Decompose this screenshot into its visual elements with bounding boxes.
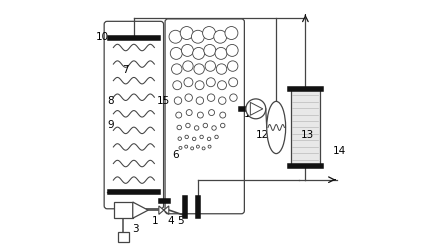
Text: 14: 14 bbox=[333, 146, 346, 156]
Text: 3: 3 bbox=[132, 224, 139, 234]
Circle shape bbox=[176, 112, 182, 118]
Circle shape bbox=[202, 26, 216, 40]
Text: 4: 4 bbox=[167, 216, 174, 226]
Circle shape bbox=[180, 26, 193, 40]
Circle shape bbox=[182, 44, 194, 56]
Text: 8: 8 bbox=[108, 96, 114, 106]
Circle shape bbox=[218, 97, 226, 104]
FancyBboxPatch shape bbox=[104, 21, 163, 209]
Circle shape bbox=[212, 126, 216, 130]
Circle shape bbox=[202, 147, 205, 150]
Circle shape bbox=[177, 125, 182, 130]
Ellipse shape bbox=[267, 102, 286, 154]
Circle shape bbox=[183, 61, 193, 71]
Text: 13: 13 bbox=[301, 130, 314, 140]
Circle shape bbox=[226, 44, 238, 56]
Circle shape bbox=[196, 97, 204, 104]
Circle shape bbox=[198, 112, 203, 118]
Circle shape bbox=[215, 135, 218, 139]
Text: 12: 12 bbox=[256, 130, 269, 140]
Circle shape bbox=[190, 147, 194, 150]
Text: 9: 9 bbox=[108, 120, 114, 130]
Circle shape bbox=[196, 145, 199, 148]
Circle shape bbox=[169, 30, 182, 43]
Circle shape bbox=[216, 64, 227, 74]
Circle shape bbox=[218, 81, 226, 90]
Circle shape bbox=[227, 61, 238, 71]
Circle shape bbox=[186, 123, 190, 128]
Circle shape bbox=[184, 78, 193, 87]
Circle shape bbox=[229, 78, 237, 87]
Circle shape bbox=[208, 145, 211, 148]
Polygon shape bbox=[159, 206, 169, 214]
Circle shape bbox=[246, 99, 266, 119]
Circle shape bbox=[200, 135, 203, 139]
Text: 2: 2 bbox=[119, 203, 125, 213]
Polygon shape bbox=[133, 202, 148, 218]
Circle shape bbox=[170, 48, 182, 59]
Circle shape bbox=[174, 97, 182, 104]
Circle shape bbox=[214, 30, 227, 43]
Circle shape bbox=[185, 135, 188, 139]
Circle shape bbox=[206, 78, 215, 87]
Bar bbox=[291, 89, 320, 166]
Circle shape bbox=[195, 81, 204, 90]
Circle shape bbox=[178, 137, 182, 140]
Circle shape bbox=[230, 94, 237, 102]
Circle shape bbox=[215, 48, 227, 59]
Circle shape bbox=[179, 146, 182, 149]
Text: 7: 7 bbox=[122, 65, 129, 75]
Bar bbox=[118, 232, 129, 242]
Bar bbox=[114, 202, 133, 218]
Circle shape bbox=[185, 94, 192, 102]
Text: 5: 5 bbox=[177, 216, 184, 226]
Circle shape bbox=[173, 81, 182, 90]
Circle shape bbox=[203, 123, 208, 128]
Circle shape bbox=[221, 123, 225, 128]
Circle shape bbox=[207, 94, 215, 102]
Text: 10: 10 bbox=[96, 32, 109, 42]
Circle shape bbox=[171, 64, 182, 74]
Polygon shape bbox=[250, 102, 263, 115]
Circle shape bbox=[209, 110, 214, 116]
Circle shape bbox=[205, 61, 216, 71]
Circle shape bbox=[225, 26, 238, 40]
Text: 15: 15 bbox=[156, 96, 170, 106]
Circle shape bbox=[207, 137, 211, 141]
Circle shape bbox=[204, 44, 216, 56]
Circle shape bbox=[193, 48, 205, 59]
Text: 11: 11 bbox=[244, 109, 256, 119]
FancyBboxPatch shape bbox=[165, 19, 245, 214]
Circle shape bbox=[194, 126, 199, 130]
Circle shape bbox=[220, 112, 226, 118]
Circle shape bbox=[191, 30, 204, 43]
Circle shape bbox=[186, 110, 192, 116]
Circle shape bbox=[192, 137, 196, 141]
Circle shape bbox=[194, 64, 204, 74]
Text: 1: 1 bbox=[152, 216, 159, 226]
Text: 6: 6 bbox=[172, 150, 179, 160]
Circle shape bbox=[185, 145, 188, 148]
